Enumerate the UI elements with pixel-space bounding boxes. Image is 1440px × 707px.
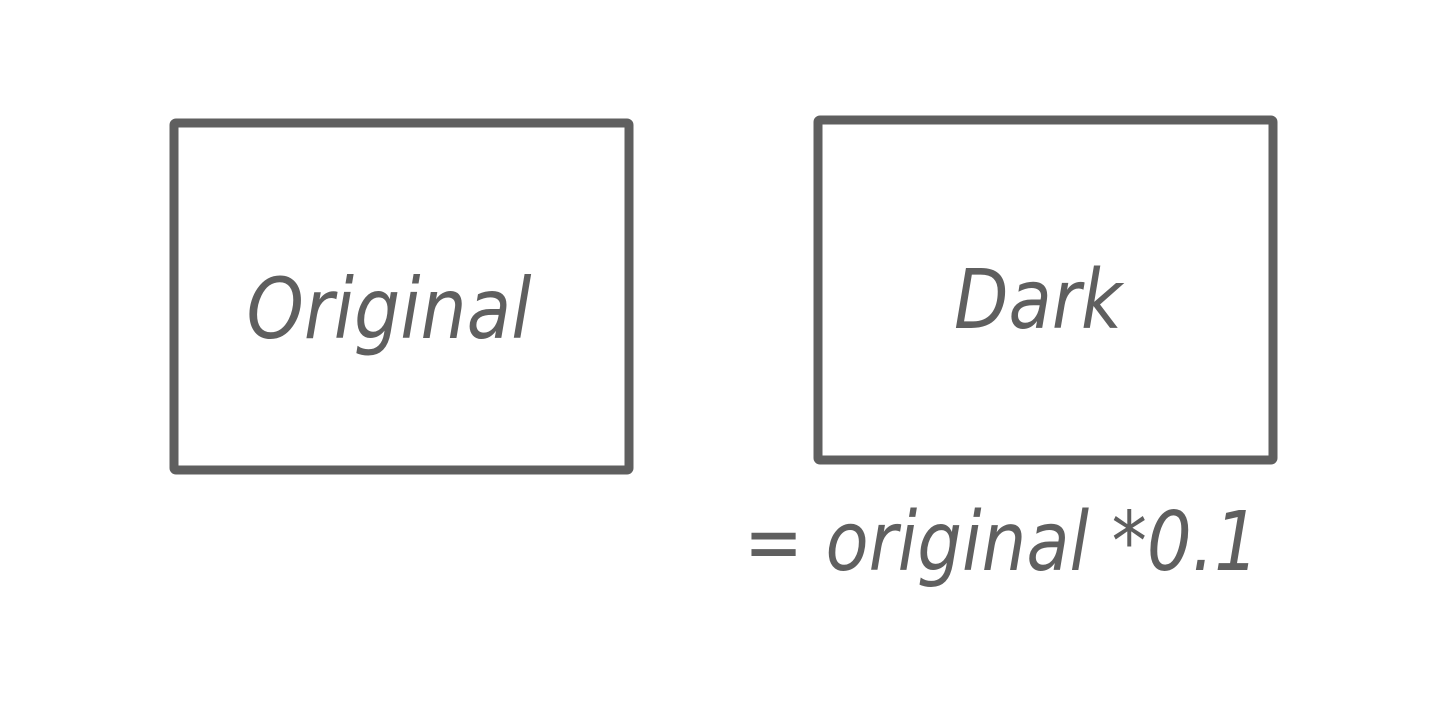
dark-box-group: Dark [813, 115, 1278, 465]
dark-formula-annotation: = original *0.1 [744, 495, 1259, 590]
original-box [169, 118, 634, 475]
original-box-label: Original [247, 260, 532, 358]
dark-box-label: Dark [954, 253, 1125, 348]
dark-box [813, 115, 1278, 465]
original-box-group: Original [169, 118, 634, 475]
